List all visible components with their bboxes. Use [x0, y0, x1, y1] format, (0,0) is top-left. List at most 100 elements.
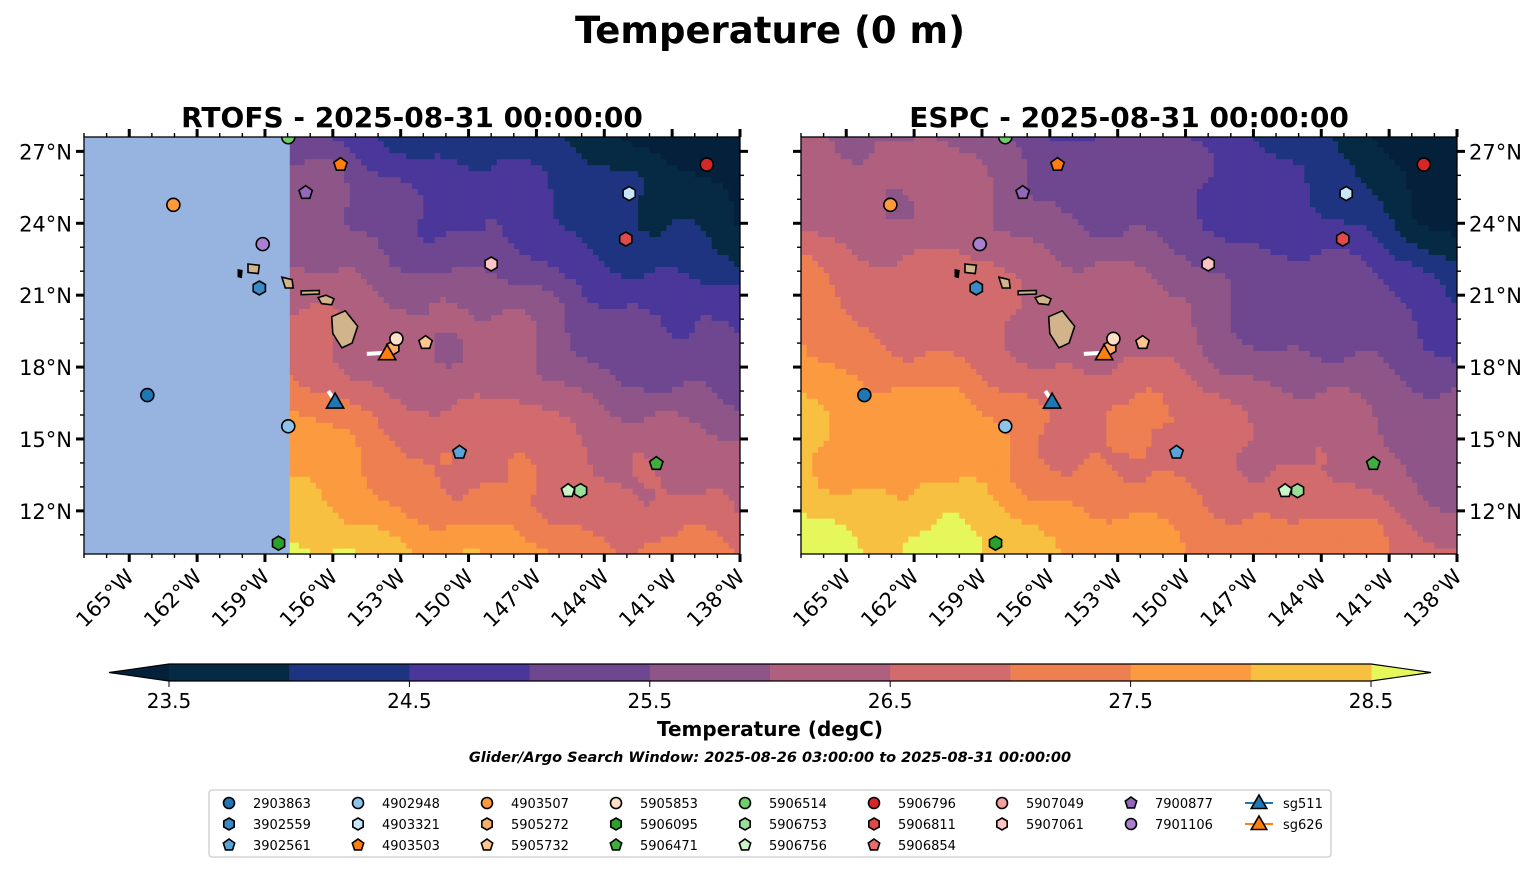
field-cell — [485, 362, 492, 369]
field-cell — [361, 230, 368, 238]
field-cell — [677, 536, 685, 543]
field-cell — [304, 266, 311, 273]
field-cell — [655, 236, 662, 244]
field-cell — [655, 410, 662, 417]
field-cell — [321, 182, 328, 190]
field-cell — [321, 482, 328, 489]
field-cell — [355, 290, 362, 297]
field-cell — [474, 284, 481, 291]
field-cell — [609, 494, 617, 501]
field-cell — [649, 218, 656, 226]
field-cell — [293, 278, 300, 285]
field-cell — [298, 236, 306, 244]
field-cell — [423, 410, 430, 417]
field-cell — [593, 236, 600, 244]
field-cell — [310, 386, 317, 393]
field-cell — [570, 398, 577, 405]
field-cell — [615, 536, 622, 543]
field-cell — [395, 452, 402, 459]
field-cell — [491, 224, 498, 232]
field-cell — [638, 224, 645, 232]
field-cell — [293, 428, 300, 435]
field-cell — [513, 494, 521, 501]
field-cell — [462, 386, 470, 393]
field-cell — [570, 218, 577, 226]
field-cell — [626, 272, 634, 279]
field-cell — [621, 446, 628, 453]
field-cell — [298, 206, 306, 214]
rtofs-panel: RTOFS - 2025-08-31 00:00:00 165°W 162°W 15… — [19, 101, 750, 632]
field-cell — [598, 206, 605, 214]
field-cell — [593, 446, 600, 453]
field-cell — [366, 236, 374, 244]
field-cell — [587, 362, 594, 369]
field-cell — [361, 152, 368, 160]
field-cell — [677, 260, 685, 267]
field-cell — [451, 296, 458, 303]
field-cell — [502, 392, 509, 399]
field-cell — [451, 218, 458, 226]
field-cell — [378, 278, 385, 285]
field-cell — [525, 254, 532, 261]
field-cell — [293, 356, 300, 363]
field-cell — [389, 362, 396, 369]
field-cell — [372, 506, 379, 513]
field-cell — [536, 374, 543, 381]
field-cell — [315, 380, 323, 387]
field-cell — [677, 200, 685, 208]
field-cell — [462, 170, 470, 178]
field-cell — [609, 158, 617, 166]
field-cell — [315, 416, 323, 423]
field-cell — [576, 350, 583, 357]
field-cell — [298, 350, 306, 357]
field-cell — [406, 446, 413, 453]
field-cell — [395, 176, 402, 184]
field-cell — [615, 518, 622, 525]
field-cell — [491, 530, 498, 537]
field-cell — [293, 530, 300, 537]
field-cell — [372, 512, 379, 519]
field-cell — [615, 482, 622, 489]
field-cell — [655, 434, 662, 441]
field-cell — [666, 308, 673, 315]
field-cell — [604, 542, 611, 549]
field-cell — [423, 170, 430, 178]
field-cell — [355, 440, 362, 447]
field-cell — [576, 338, 583, 345]
field-cell — [355, 458, 362, 465]
field-cell — [496, 344, 504, 351]
field-cell — [423, 500, 430, 507]
field-cell — [519, 530, 526, 537]
field-cell — [474, 458, 481, 465]
field-cell — [519, 386, 526, 393]
field-cell — [519, 314, 526, 321]
field-cell — [315, 464, 323, 471]
field-cell — [327, 536, 334, 543]
field-cell — [400, 398, 407, 405]
field-cell — [457, 140, 464, 148]
field-cell — [406, 548, 413, 554]
field-cell — [366, 548, 374, 554]
field-cell — [491, 542, 498, 549]
field-cell — [293, 482, 300, 489]
field-cell — [536, 224, 543, 232]
field-cell — [570, 476, 577, 483]
field-cell — [378, 206, 385, 214]
field-cell — [666, 200, 673, 208]
field-cell — [355, 512, 362, 519]
field-cell — [423, 530, 430, 537]
field-cell — [598, 242, 605, 249]
field-cell — [593, 482, 600, 489]
field-cell — [327, 236, 334, 244]
field-cell — [417, 278, 424, 285]
field-cell — [491, 422, 498, 429]
field-cell — [536, 512, 543, 519]
field-cell — [661, 129, 667, 136]
field-cell — [378, 194, 385, 202]
field-cell — [327, 464, 334, 471]
field-cell — [344, 356, 351, 363]
field-cell — [542, 182, 549, 190]
field-cell — [451, 380, 458, 387]
field-cell — [496, 488, 504, 495]
field-cell — [423, 146, 430, 154]
